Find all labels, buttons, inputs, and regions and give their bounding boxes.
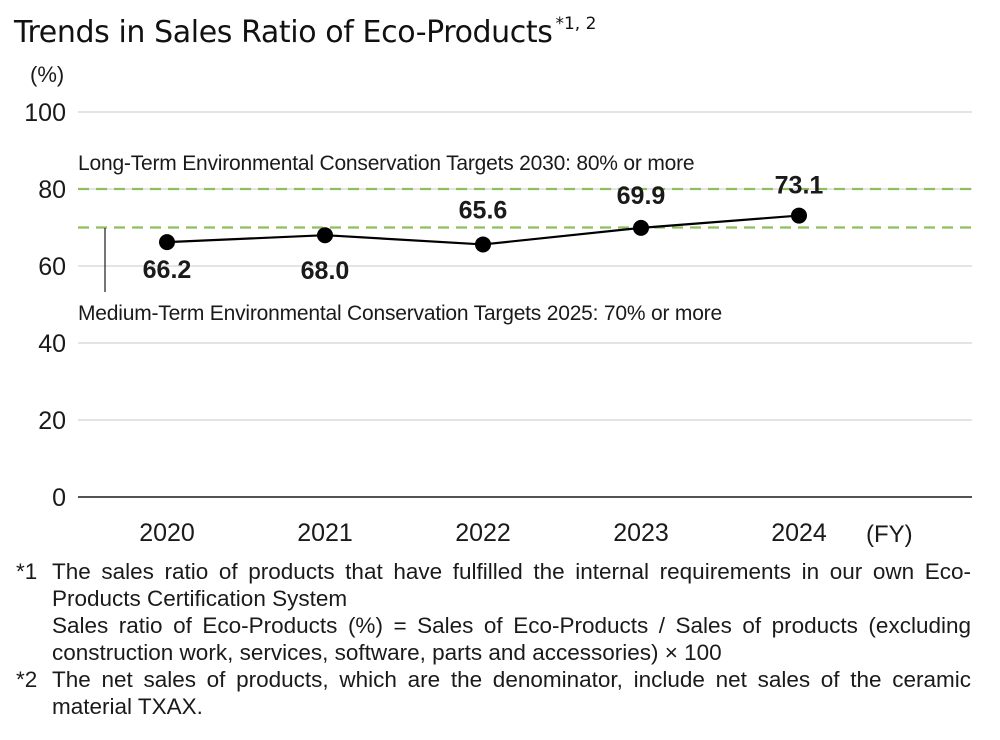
footnote-1: *1 The sales ratio of products that have … — [16, 558, 971, 666]
y-tick-label: 100 — [24, 99, 66, 127]
data-point-2022 — [475, 236, 491, 253]
data-point-2024 — [791, 207, 807, 224]
x-tick-label: 2022 — [455, 519, 511, 547]
chart-title: Trends in Sales Ratio of Eco-Products *1,… — [14, 14, 597, 50]
footnote-mark: *1 — [16, 559, 38, 584]
data-label-2023: 69.9 — [617, 182, 666, 210]
data-point-2020 — [159, 234, 175, 251]
y-tick-label: 80 — [38, 176, 66, 204]
target-label-70: Medium-Term Environmental Conservation T… — [78, 302, 722, 325]
footnote-text: The net sales of products, which are the… — [52, 667, 971, 719]
y-axis-unit-label: (%) — [30, 62, 64, 87]
footnote-mark: *2 — [16, 667, 38, 692]
data-point-2021 — [317, 227, 333, 244]
y-tick-label: 20 — [38, 407, 66, 435]
footnote-2: *2 The net sales of products, which are t… — [16, 666, 971, 720]
y-tick-label: 60 — [38, 253, 66, 281]
x-tick-label: 2021 — [297, 519, 353, 547]
target-lines: Long-Term Environmental Conservation Tar… — [78, 152, 972, 325]
data-label-2022: 65.6 — [459, 196, 508, 224]
y-axis-ticks: 0 20 40 60 80 100 — [24, 99, 66, 512]
data-label-2024: 73.1 — [775, 172, 824, 200]
x-tick-label: 2024 — [771, 519, 827, 547]
footnote-text: The sales ratio of products that have fu… — [52, 559, 971, 611]
target-label-80: Long-Term Environmental Conservation Tar… — [78, 152, 694, 175]
footnotes: *1 The sales ratio of products that have … — [16, 558, 971, 720]
footnote-text: Sales ratio of Eco-Products (%) = Sales … — [52, 613, 971, 665]
x-tick-label: 2020 — [139, 519, 195, 547]
line-chart: (%) 0 20 40 60 80 100 Long-Term Environmental… — [24, 62, 972, 548]
title-footnote-marks: *1, 2 — [555, 14, 597, 34]
x-axis-ticks: 2020 2021 2022 2023 2024 — [139, 519, 827, 547]
x-axis-unit-label: (FY) — [866, 521, 913, 548]
y-tick-label: 0 — [52, 484, 66, 512]
x-tick-label: 2023 — [613, 519, 669, 547]
data-label-2021: 68.0 — [301, 257, 350, 285]
series-ratio: 66.2 68.0 65.6 69.9 73.1 — [143, 172, 824, 286]
y-tick-label: 40 — [38, 330, 66, 358]
data-label-2020: 66.2 — [143, 256, 192, 284]
data-point-2023 — [633, 219, 649, 236]
